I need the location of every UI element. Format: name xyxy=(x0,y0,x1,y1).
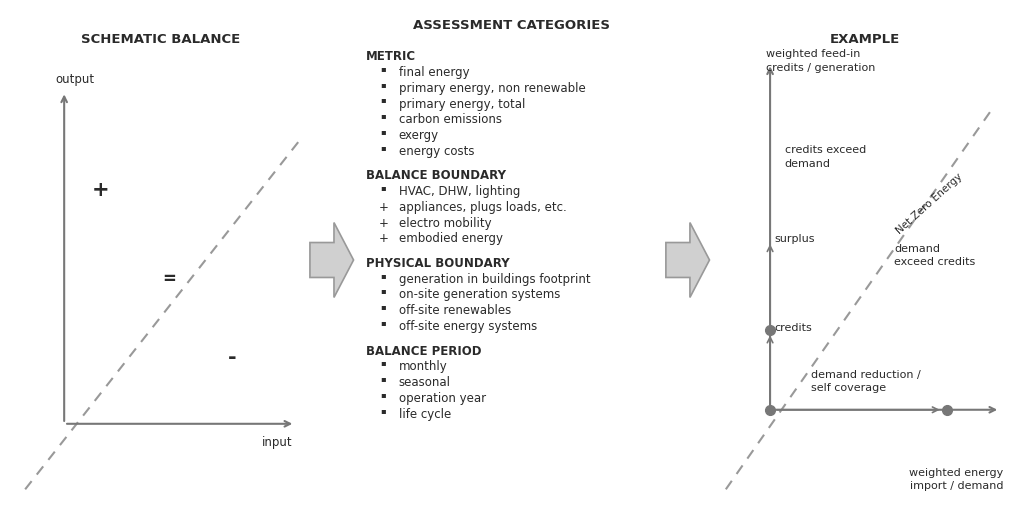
Text: ▪: ▪ xyxy=(380,374,386,383)
Text: primary energy, total: primary energy, total xyxy=(399,98,525,111)
Text: life cycle: life cycle xyxy=(399,408,451,421)
Text: demand
exceed credits: demand exceed credits xyxy=(894,244,975,267)
Text: ▪: ▪ xyxy=(380,302,386,311)
Text: electro mobility: electro mobility xyxy=(399,216,491,229)
Text: output: output xyxy=(55,73,95,86)
Text: embodied energy: embodied energy xyxy=(399,232,502,245)
Text: ▪: ▪ xyxy=(380,390,386,399)
Text: ▪: ▪ xyxy=(380,111,386,120)
Text: ▪: ▪ xyxy=(380,183,386,192)
Text: +: + xyxy=(379,232,388,245)
Text: credits: credits xyxy=(775,323,813,333)
Text: ▪: ▪ xyxy=(380,96,386,105)
Text: ASSESSMENT CATEGORIES: ASSESSMENT CATEGORIES xyxy=(413,19,609,32)
Text: surplus: surplus xyxy=(775,234,815,244)
Text: primary energy, non renewable: primary energy, non renewable xyxy=(399,82,586,95)
Text: ▪: ▪ xyxy=(380,271,386,280)
Text: credits exceed
demand: credits exceed demand xyxy=(785,146,866,168)
Text: exergy: exergy xyxy=(399,129,438,142)
Text: +: + xyxy=(379,216,388,229)
Text: BALANCE PERIOD: BALANCE PERIOD xyxy=(365,345,481,358)
Text: operation year: operation year xyxy=(399,392,486,405)
Text: monthly: monthly xyxy=(399,360,447,373)
Text: demand reduction /
self coverage: demand reduction / self coverage xyxy=(812,370,921,393)
Text: +: + xyxy=(379,201,388,214)
Text: energy costs: energy costs xyxy=(399,145,474,158)
Text: carbon emissions: carbon emissions xyxy=(399,113,501,126)
Text: input: input xyxy=(261,436,292,449)
Text: weighted feed-in
credits / generation: weighted feed-in credits / generation xyxy=(766,49,875,73)
Text: PHYSICAL BOUNDARY: PHYSICAL BOUNDARY xyxy=(365,257,510,270)
Text: -: - xyxy=(228,348,237,368)
Text: generation in buildings footprint: generation in buildings footprint xyxy=(399,272,590,285)
Text: EXAMPLE: EXAMPLE xyxy=(829,33,900,46)
Text: ▪: ▪ xyxy=(380,142,386,152)
Text: off-site energy systems: off-site energy systems xyxy=(399,320,537,333)
Text: ▪: ▪ xyxy=(380,358,386,367)
Text: =: = xyxy=(163,270,176,288)
Text: ▪: ▪ xyxy=(380,287,386,295)
Text: ▪: ▪ xyxy=(380,64,386,73)
Text: Net Zero Energy: Net Zero Energy xyxy=(894,172,964,236)
Text: appliances, plugs loads, etc.: appliances, plugs loads, etc. xyxy=(399,201,566,214)
Text: seasonal: seasonal xyxy=(399,376,451,389)
Text: final energy: final energy xyxy=(399,66,469,79)
Text: SCHEMATIC BALANCE: SCHEMATIC BALANCE xyxy=(80,33,240,46)
Text: +: + xyxy=(92,180,109,200)
Text: ▪: ▪ xyxy=(380,318,386,327)
Text: HVAC, DHW, lighting: HVAC, DHW, lighting xyxy=(399,185,520,198)
Text: off-site renewables: off-site renewables xyxy=(399,304,511,317)
Text: on-site generation systems: on-site generation systems xyxy=(399,289,560,302)
FancyArrow shape xyxy=(310,223,354,297)
FancyArrow shape xyxy=(666,223,710,297)
Text: weighted energy
import / demand: weighted energy import / demand xyxy=(909,468,1003,491)
Text: ▪: ▪ xyxy=(380,406,386,414)
Text: ▪: ▪ xyxy=(380,80,386,89)
Text: ▪: ▪ xyxy=(380,127,386,136)
Text: BALANCE BOUNDARY: BALANCE BOUNDARY xyxy=(365,170,505,183)
Text: METRIC: METRIC xyxy=(365,50,416,63)
